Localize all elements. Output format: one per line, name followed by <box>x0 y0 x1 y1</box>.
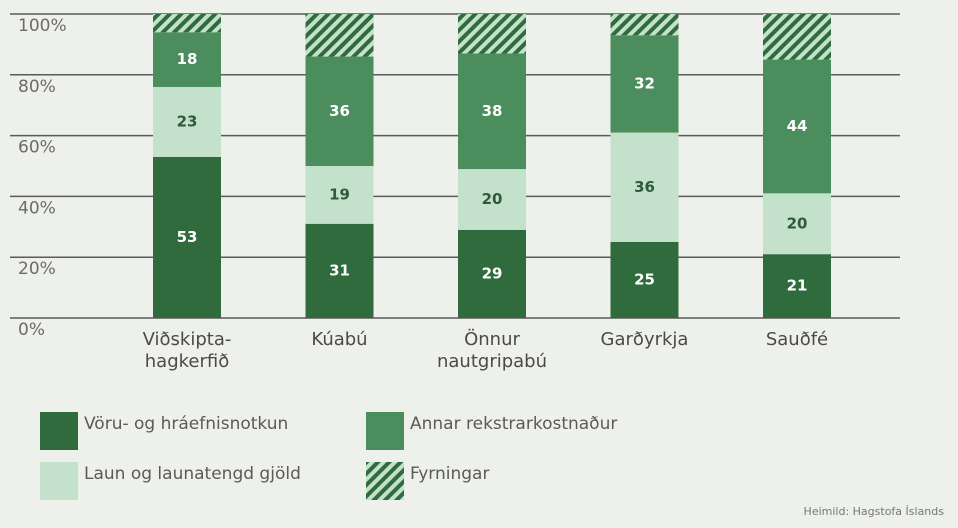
value-label: 38 <box>482 102 503 120</box>
legend-swatch <box>40 462 78 500</box>
bar-segment <box>610 132 679 242</box>
value-label: 32 <box>634 74 655 92</box>
bar-segment <box>458 229 526 318</box>
bar-segment <box>610 35 679 133</box>
bar-segment <box>305 56 374 167</box>
value-label: 21 <box>787 277 808 295</box>
x-tick-label: Kúabú <box>311 329 367 350</box>
legend-label: Fyrningar <box>410 464 489 484</box>
bar-segment <box>458 14 526 54</box>
y-tick-label: 80% <box>18 77 56 97</box>
value-label: 19 <box>329 185 350 203</box>
value-label: 25 <box>634 271 655 289</box>
legend-swatch <box>366 462 404 500</box>
y-tick-label: 100% <box>18 16 67 36</box>
bar-segment <box>763 14 831 60</box>
bar-segment <box>305 166 374 224</box>
bar-segment <box>458 53 526 170</box>
y-tick-label: 0% <box>18 320 45 340</box>
bar-segment <box>763 254 831 318</box>
bar-segment <box>153 14 221 33</box>
x-tick-label: Garðyrkja <box>601 329 689 350</box>
value-label: 23 <box>177 112 198 130</box>
bar-segment <box>610 242 679 318</box>
value-label: 36 <box>329 102 350 120</box>
legend-swatch <box>40 412 78 450</box>
bar-segment <box>763 193 831 255</box>
value-label: 29 <box>482 264 503 282</box>
bar-segment <box>153 86 221 157</box>
value-label: 31 <box>329 261 350 279</box>
value-label: 20 <box>787 214 808 232</box>
legend-label: Laun og launatengd gjöld <box>84 464 301 484</box>
value-label: 20 <box>482 190 503 208</box>
value-label: 53 <box>177 228 198 246</box>
bar-segment <box>610 14 679 36</box>
source: Heimild: Hagstofa Íslands <box>804 505 945 518</box>
bar-segment <box>153 156 221 318</box>
legend-swatch <box>366 412 404 450</box>
value-label: 36 <box>634 178 655 196</box>
y-tick-label: 60% <box>18 138 56 158</box>
legend-label: Annar rekstrarkostnaður <box>410 414 617 434</box>
value-label: 18 <box>177 50 198 68</box>
bar-segment <box>763 59 831 194</box>
y-tick-label: 40% <box>18 198 56 218</box>
x-tick-label: Sauðfé <box>766 329 828 350</box>
x-tick-label: Viðskipta-hagkerfið <box>143 329 232 372</box>
bar-segment <box>305 223 374 318</box>
bar-segment <box>153 32 221 87</box>
bar-segment <box>458 169 526 230</box>
value-label: 44 <box>787 117 808 135</box>
legend-label: Vöru- og hráefnisnotkun <box>84 414 288 434</box>
x-tick-label: Önnur nautgripabú <box>437 328 547 372</box>
bar-segment <box>305 14 374 57</box>
y-tick-label: 20% <box>18 259 56 279</box>
